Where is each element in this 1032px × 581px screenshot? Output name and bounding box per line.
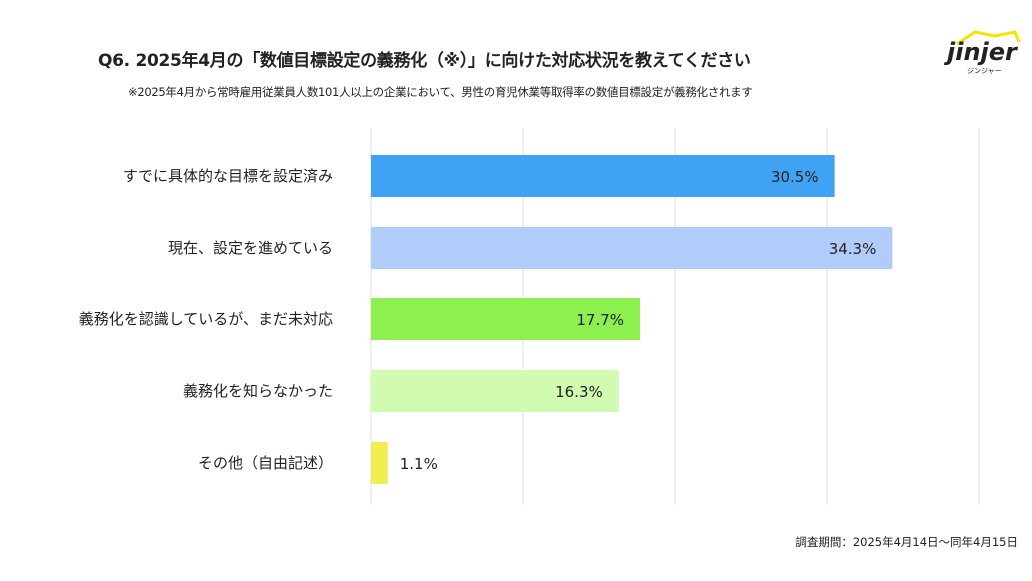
bar [371, 155, 835, 197]
bar [371, 298, 641, 340]
category-label: 現在、設定を進めている [168, 239, 333, 257]
value-label: 1.1% [400, 455, 438, 473]
jinjer-logo: jinjer ジンジャー [945, 28, 1025, 78]
logo-text: jinjer [947, 38, 1017, 66]
chart-title: Q6. 2025年4月の「数値目標設定の義務化（※）」に向けた対応状況を教えてく… [98, 51, 751, 71]
value-label: 17.7% [576, 311, 624, 329]
bar [371, 442, 388, 484]
bar [371, 227, 893, 269]
value-label: 30.5% [771, 168, 819, 186]
bar [371, 370, 619, 412]
logo-roof-icon [956, 30, 1021, 46]
category-label: 義務化を知らなかった [183, 382, 333, 400]
category-label: 義務化を認識しているが、まだ未対応 [79, 310, 333, 328]
chart-subtitle: ※2025年4月から常時雇用従業員人数101人以上の企業において、男性の育児休業… [128, 85, 753, 99]
category-label: その他（自由記述） [198, 454, 333, 472]
value-label: 34.3% [829, 240, 877, 258]
logo-subtext: ジンジャー [967, 67, 1002, 75]
value-label: 16.3% [555, 383, 603, 401]
category-label: すでに具体的な目標を設定済み [123, 167, 333, 185]
survey-period: 調査期間：2025年4月14日〜同年4月15日 [795, 535, 1018, 549]
